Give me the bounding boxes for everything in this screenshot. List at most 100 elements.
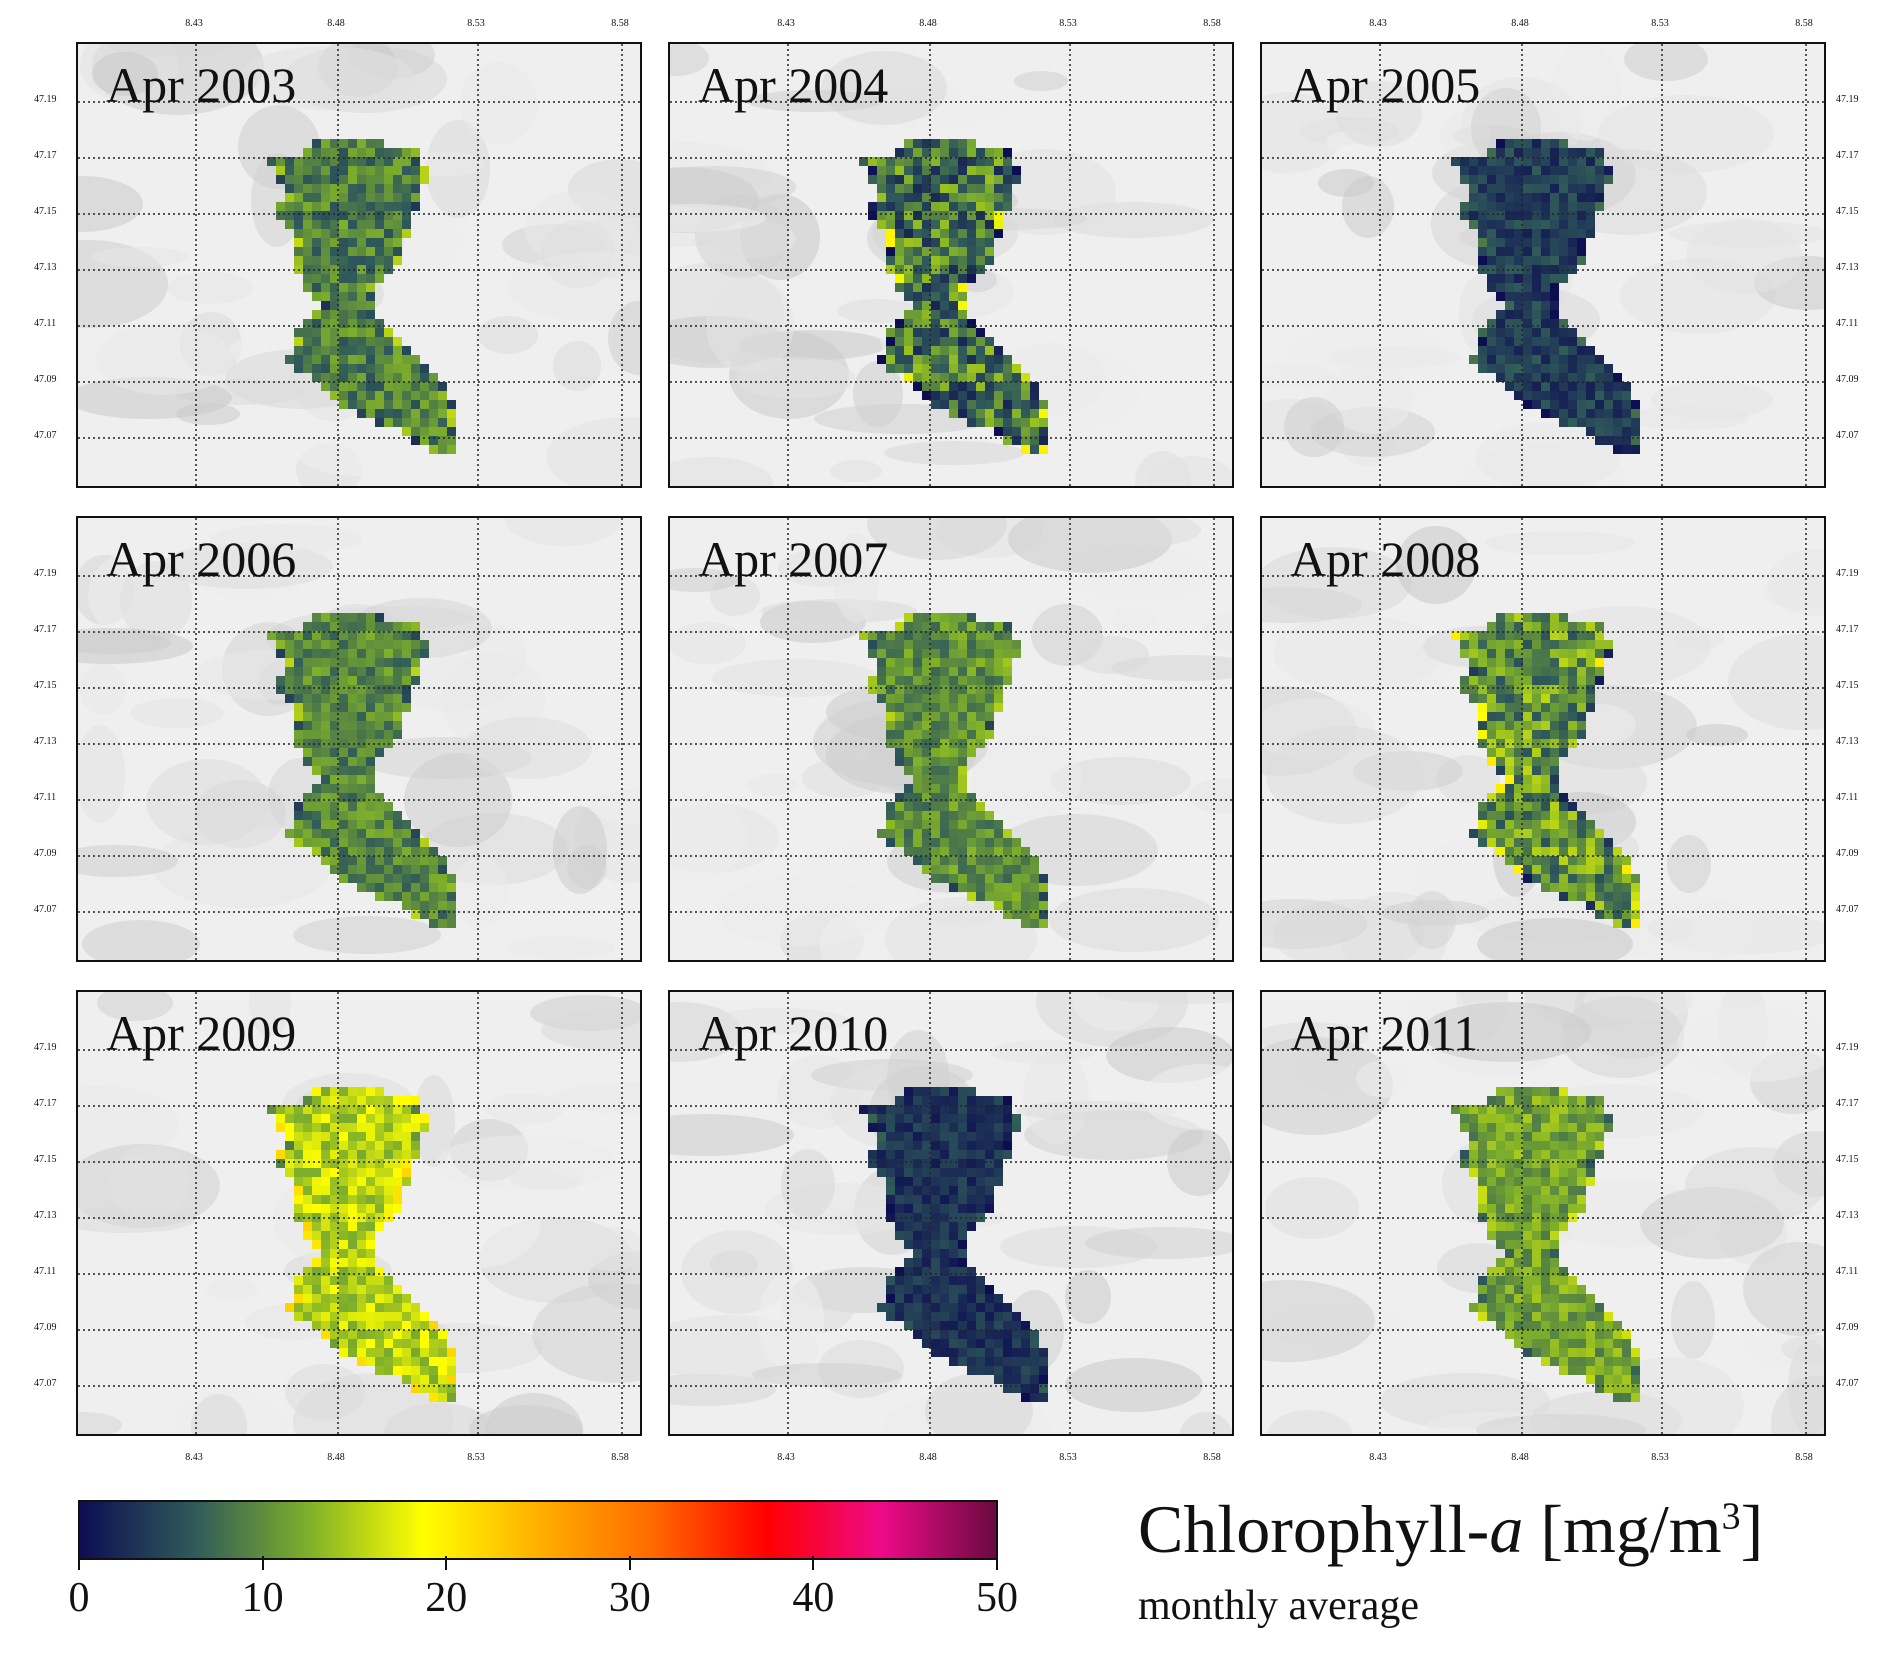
chlorophyll-pixel (366, 784, 375, 793)
chlorophyll-pixel (1514, 1141, 1523, 1150)
chlorophyll-pixel (1496, 1105, 1505, 1114)
chlorophyll-pixel (384, 238, 393, 247)
chlorophyll-pixel (384, 721, 393, 730)
map-canvas (670, 518, 1232, 960)
chlorophyll-pixel (1514, 274, 1523, 283)
chlorophyll-pixel (1559, 364, 1568, 373)
chlorophyll-pixel (375, 1087, 384, 1096)
chlorophyll-pixel (904, 730, 913, 739)
chlorophyll-pixel (1012, 910, 1021, 919)
chlorophyll-pixel (994, 838, 1003, 847)
chlorophyll-pixel (411, 667, 420, 676)
chlorophyll-pixel (402, 838, 411, 847)
chlorophyll-pixel (1505, 292, 1514, 301)
chlorophyll-pixel (886, 1105, 895, 1114)
chlorophyll-pixel (366, 712, 375, 721)
chlorophyll-pixel (1039, 883, 1048, 892)
chlorophyll-pixel (339, 838, 348, 847)
chlorophyll-pixel (1505, 1186, 1514, 1195)
chlorophyll-pixel (1514, 1186, 1523, 1195)
chlorophyll-pixel (1523, 676, 1532, 685)
chlorophyll-pixel (1030, 382, 1039, 391)
chlorophyll-pixel (958, 1276, 967, 1285)
chlorophyll-pixel (1039, 400, 1048, 409)
chlorophyll-pixel (1003, 874, 1012, 883)
chlorophyll-pixel (1478, 676, 1487, 685)
chlorophyll-pixel (384, 883, 393, 892)
chlorophyll-pixel (958, 865, 967, 874)
chlorophyll-pixel (1550, 1123, 1559, 1132)
chlorophyll-pixel (931, 766, 940, 775)
chlorophyll-pixel (994, 1303, 1003, 1312)
chlorophyll-pixel (922, 1159, 931, 1168)
chlorophyll-pixel (1505, 649, 1514, 658)
chlorophyll-pixel (1505, 676, 1514, 685)
chlorophyll-pixel (922, 1114, 931, 1123)
chlorophyll-pixel (1505, 766, 1514, 775)
chlorophyll-pixel (931, 193, 940, 202)
chlorophyll-pixel (1631, 1357, 1640, 1366)
chlorophyll-pixel (393, 193, 402, 202)
chlorophyll-pixel (285, 685, 294, 694)
chlorophyll-pixel (357, 1204, 366, 1213)
terrain-shade (1149, 456, 1232, 486)
chlorophyll-pixel (348, 1177, 357, 1186)
chlorophyll-pixel (384, 1114, 393, 1123)
chlorophyll-pixel (303, 721, 312, 730)
map-panel: Apr 2004 (668, 42, 1234, 488)
chlorophyll-pixel (949, 811, 958, 820)
terrain-shade (833, 533, 879, 623)
chlorophyll-pixel (877, 1132, 886, 1141)
chlorophyll-pixel (1523, 874, 1532, 883)
chlorophyll-pixel (420, 910, 429, 919)
chlorophyll-pixel (1541, 631, 1550, 640)
chlorophyll-pixel (886, 238, 895, 247)
chlorophyll-pixel (913, 229, 922, 238)
chlorophyll-pixel (1550, 382, 1559, 391)
chlorophyll-pixel (967, 1159, 976, 1168)
chlorophyll-pixel (958, 1348, 967, 1357)
chlorophyll-pixel (348, 676, 357, 685)
chlorophyll-pixel (913, 1096, 922, 1105)
chlorophyll-pixel (1021, 436, 1030, 445)
chlorophyll-pixel (1469, 1141, 1478, 1150)
chlorophyll-pixel (348, 793, 357, 802)
chlorophyll-pixel (1523, 775, 1532, 784)
chlorophyll-pixel (393, 373, 402, 382)
chlorophyll-pixel (420, 1321, 429, 1330)
chlorophyll-pixel (321, 1141, 330, 1150)
chlorophyll-pixel (1586, 829, 1595, 838)
chlorophyll-pixel (958, 256, 967, 265)
chlorophyll-pixel (384, 838, 393, 847)
chlorophyll-pixel (420, 1123, 429, 1132)
lat-tick-label-left: 47.19 (34, 94, 57, 105)
chlorophyll-pixel (330, 346, 339, 355)
chlorophyll-pixel (859, 1105, 868, 1114)
lat-tick-label-left: 47.13 (34, 262, 57, 273)
chlorophyll-pixel (375, 193, 384, 202)
chlorophyll-pixel (958, 1330, 967, 1339)
chlorophyll-pixel (922, 1105, 931, 1114)
chlorophyll-pixel (922, 622, 931, 631)
chlorophyll-pixel (949, 1087, 958, 1096)
chlorophyll-pixel (976, 1276, 985, 1285)
chlorophyll-pixel (940, 1348, 949, 1357)
chlorophyll-pixel (1550, 1150, 1559, 1159)
chlorophyll-pixel (366, 1114, 375, 1123)
chlorophyll-pixel (1604, 400, 1613, 409)
chlorophyll-pixel (1532, 1294, 1541, 1303)
chlorophyll-pixel (1012, 640, 1021, 649)
terrain-shade (1273, 615, 1441, 691)
chlorophyll-pixel (348, 1249, 357, 1258)
chlorophyll-pixel (922, 1087, 931, 1096)
chlorophyll-pixel (922, 748, 931, 757)
chlorophyll-pixel (994, 400, 1003, 409)
chlorophyll-pixel (348, 757, 357, 766)
chlorophyll-pixel (1012, 1321, 1021, 1330)
lat-tick-label-left: 47.17 (34, 1098, 57, 1109)
chlorophyll-pixel (393, 838, 402, 847)
chlorophyll-pixel (886, 1114, 895, 1123)
chlorophyll-pixel (913, 685, 922, 694)
chlorophyll-pixel (357, 1321, 366, 1330)
chlorophyll-pixel (339, 1240, 348, 1249)
